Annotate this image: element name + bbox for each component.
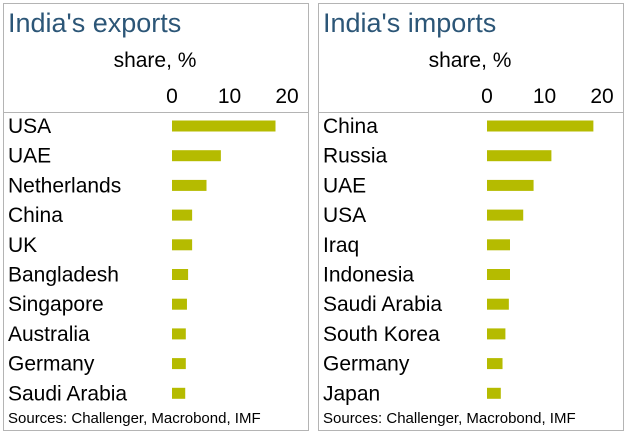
bar xyxy=(172,269,189,280)
bar xyxy=(487,209,524,221)
category-label: Saudi Arabia xyxy=(323,293,442,316)
axis-unit-label: share, % xyxy=(428,49,512,72)
bar xyxy=(172,150,221,162)
axis-unit-label: share, % xyxy=(113,49,197,72)
bar xyxy=(487,269,510,280)
bar xyxy=(487,239,510,251)
bar xyxy=(172,179,207,191)
category-label: USA xyxy=(8,115,51,138)
category-label: UAE xyxy=(323,174,366,197)
bar xyxy=(487,387,501,399)
category-label: China xyxy=(323,115,378,138)
category-label: USA xyxy=(323,204,366,227)
chart-title: India's exports xyxy=(8,8,182,38)
bar xyxy=(487,328,506,340)
source-note: Sources: Challenger, Macrobond, IMF xyxy=(8,410,261,427)
bar xyxy=(172,358,186,370)
category-label: UK xyxy=(8,234,37,257)
x-tick-label: 20 xyxy=(275,85,298,108)
x-tick-label: 10 xyxy=(533,85,556,108)
category-label: South Korea xyxy=(323,323,440,346)
category-label: Australia xyxy=(8,323,90,346)
category-label: Bangladesh xyxy=(8,264,119,287)
bar xyxy=(172,387,186,399)
bar xyxy=(487,150,552,162)
imports-panel: India's imports share, % 0 10 20 China Russi… xyxy=(318,3,624,431)
category-label: Saudi Arabia xyxy=(8,382,127,405)
exports-bar-chart: 0 10 20 USA UAE Netherlands China UK Bangladesh S… xyxy=(8,85,299,405)
x-tick-label: 0 xyxy=(481,85,493,108)
category-label: China xyxy=(8,204,63,227)
category-label: Netherlands xyxy=(8,174,121,197)
category-label: UAE xyxy=(8,145,51,168)
category-label: Germany xyxy=(323,353,410,376)
imports-bar-chart: 0 10 20 China Russia UAE USA Iraq Indonesia Saudi… xyxy=(323,85,614,405)
axis-divider xyxy=(4,112,308,113)
category-label: Indonesia xyxy=(323,264,414,287)
category-label: Germany xyxy=(8,353,95,376)
source-note: Sources: Challenger, Macrobond, IMF xyxy=(323,410,576,427)
category-label: Japan xyxy=(323,382,380,405)
bar xyxy=(172,209,193,221)
exports-panel: India's exports share, % 0 10 20 USA UAE Neth… xyxy=(3,3,309,431)
category-label: Singapore xyxy=(8,293,104,316)
bar xyxy=(487,358,503,370)
bar xyxy=(172,298,187,310)
category-label: Iraq xyxy=(323,234,359,257)
axis-divider xyxy=(319,112,623,113)
bar xyxy=(172,120,276,132)
bar xyxy=(172,328,186,340)
x-tick-label: 20 xyxy=(590,85,613,108)
category-label: Russia xyxy=(323,145,388,168)
bar xyxy=(172,239,193,251)
chart-title: India's imports xyxy=(323,8,497,38)
x-tick-label: 0 xyxy=(166,85,178,108)
x-tick-label: 10 xyxy=(218,85,241,108)
bar xyxy=(487,120,594,132)
bar xyxy=(487,298,509,310)
bar xyxy=(487,179,534,191)
